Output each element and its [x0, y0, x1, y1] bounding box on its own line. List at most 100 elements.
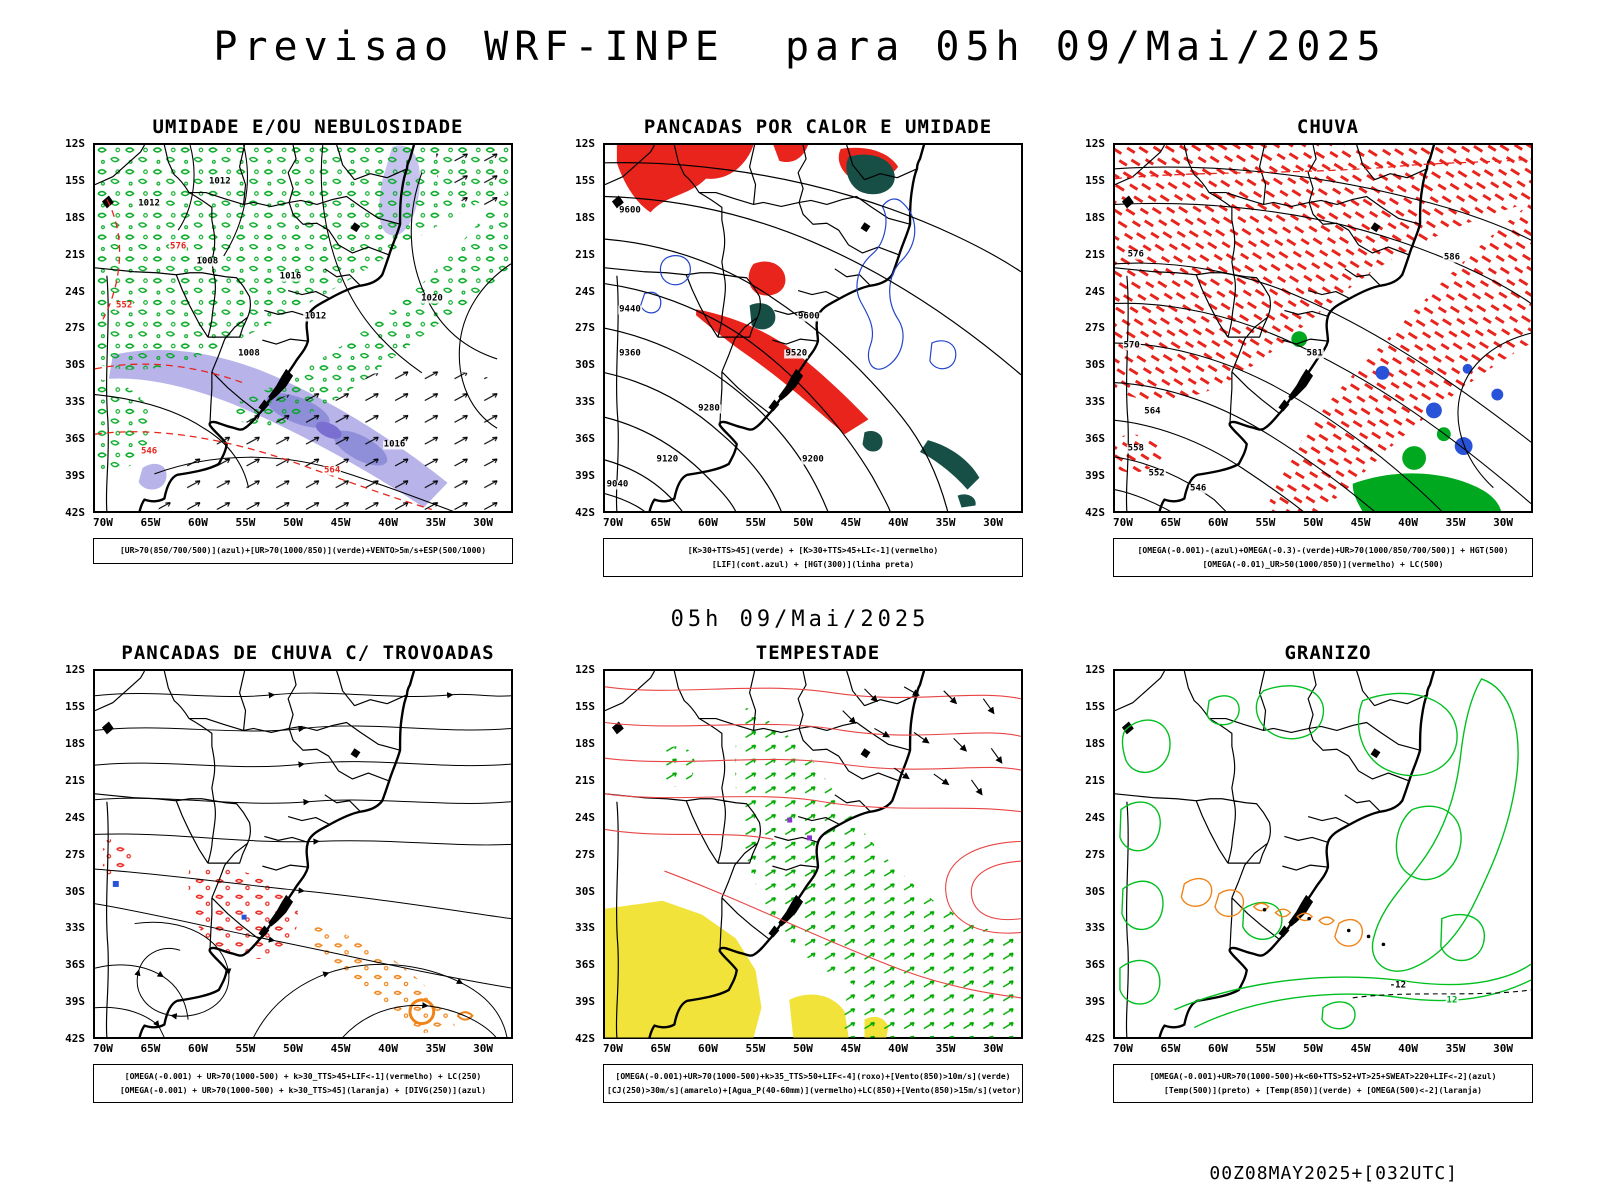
- lat-tick-label: 15S: [65, 700, 85, 714]
- lon-tick-label: 45W: [840, 516, 861, 529]
- lat-tick-label: 15S: [575, 700, 595, 714]
- legend-line: [Temp(500)](preto) + [Temp(850)](verde) …: [1164, 1085, 1482, 1095]
- lat-tick-label: 42S: [65, 505, 85, 519]
- longitude-axis: 70W 65W 60W 55W 50W 45W 40W 35W 30W: [93, 1042, 513, 1055]
- lon-tick-label: 70W: [603, 516, 623, 529]
- rain-blue-areas: [1375, 363, 1504, 456]
- contour-value-label: 1012: [303, 311, 328, 322]
- lat-tick-label: 24S: [65, 284, 85, 298]
- contour-value-label: 9600: [796, 311, 821, 322]
- contour-value-label: 576: [169, 241, 188, 252]
- lat-tick-label: 18S: [65, 736, 85, 750]
- latitude-axis: 12S 15S 18S 21S 24S 27S 30S 33S 36S 39S 42S: [1079, 138, 1109, 518]
- lat-tick-label: 15S: [65, 173, 85, 187]
- panel-granizo: GRANIZO: [1077, 642, 1543, 1104]
- panel-title-trovoadas: PANCADAS DE CHUVA C/ TROVOADAS: [121, 642, 495, 665]
- lon-tick-label: 70W: [1113, 516, 1133, 529]
- longitude-axis: 70W 65W 60W 55W 50W 45W 40W 35W 30W: [1113, 516, 1533, 529]
- lat-tick-label: 33S: [1085, 921, 1105, 935]
- lat-tick-label: 36S: [65, 958, 85, 972]
- lon-tick-label: 65W: [1160, 1042, 1181, 1056]
- lat-tick-label: 30S: [575, 358, 595, 372]
- lat-tick-label: 18S: [1085, 736, 1105, 750]
- lat-tick-label: 24S: [575, 284, 595, 298]
- lat-tick-label: 21S: [1085, 247, 1105, 261]
- lat-tick-label: 36S: [65, 432, 85, 446]
- weather-map-pancadas-calor: 12S 15S 18S 21S 24S 27S 30S 33S 36S 39S 42S 9600 94…: [575, 138, 1023, 518]
- longitude-axis: 70W 65W 60W 55W 50W 45W 40W 35W 30W: [1113, 1042, 1533, 1055]
- panel-title-pancadas-calor: PANCADAS POR CALOR E UMIDADE: [643, 116, 993, 138]
- legend-line: [OMEGA(-0.001)+UR>70(1000-500)+k<60+TTS>…: [1149, 1072, 1497, 1082]
- hgt500-contours: [1115, 166, 1531, 512]
- lat-tick-label: 42S: [65, 1032, 85, 1046]
- lon-tick-label: 40W: [888, 516, 908, 529]
- lif-blue-contours: [640, 198, 957, 370]
- legend-line: [OMEGA(-0.01)_UR>50(1000/850)](vermelho)…: [1202, 559, 1444, 569]
- lon-tick-label: 35W: [425, 516, 446, 529]
- lat-tick-label: 12S: [65, 663, 85, 677]
- lat-tick-label: 21S: [1085, 773, 1105, 787]
- hgt300-contours: [605, 162, 1021, 512]
- lat-tick-label: 27S: [1085, 321, 1105, 335]
- lat-tick-label: 33S: [65, 921, 85, 935]
- model-run-label: 00Z08MAY2025+[032UTC]: [1209, 1163, 1458, 1184]
- lat-tick-label: 18S: [1085, 210, 1105, 224]
- longitude-axis: 70W 65W 60W 55W 50W 45W 40W 35W 30W: [603, 1042, 1023, 1055]
- thunderstorm-red-areas: [102, 839, 298, 960]
- legend-box-granizo: [OMEGA(-0.001)+UR>70(1000-500)+k<60+TTS>…: [1113, 1064, 1533, 1104]
- lat-tick-label: 36S: [575, 432, 595, 446]
- contour-value-label: 586: [1442, 252, 1462, 263]
- top-row: UMIDADE E/OU NEBULOSIDADE: [0, 116, 1600, 578]
- lon-tick-label: 50W: [793, 1042, 813, 1056]
- panel-tempestade: TEMPESTADE: [567, 642, 1033, 1104]
- contour-value-label: 9120: [655, 454, 680, 465]
- lon-tick-label: 50W: [1303, 516, 1323, 529]
- contour-value-label: 1008: [195, 256, 220, 267]
- lon-tick-label: 70W: [603, 1042, 623, 1056]
- contour-value-label: 552: [114, 300, 134, 311]
- lat-tick-label: 12S: [1085, 137, 1105, 150]
- panel-pancadas-calor: PANCADAS POR CALOR E UMIDADE: [567, 116, 1033, 578]
- omega500-orange-contours: [1180, 878, 1363, 947]
- contour-value-label: 9280: [697, 403, 721, 414]
- lon-tick-label: 55W: [1255, 516, 1276, 529]
- legend-line: [OMEGA(-0.001)+UR>70(1000-500)+k>35_TTS>…: [615, 1072, 1011, 1082]
- temp500-black-contour: [1352, 989, 1531, 999]
- latitude-axis: 12S 15S 18S 21S 24S 27S 30S 33S 36S 39S 42S: [59, 664, 89, 1044]
- latitude-axis: 12S 15S 18S 21S 24S 27S 30S 33S 36S 39S 42S: [569, 138, 599, 518]
- lat-tick-label: 18S: [65, 210, 85, 224]
- lat-tick-label: 27S: [65, 321, 85, 335]
- lon-tick-label: 40W: [1398, 516, 1418, 529]
- contour-value-label: 9200: [801, 454, 825, 465]
- lat-tick-label: 39S: [575, 995, 595, 1009]
- lat-tick-label: 24S: [1085, 810, 1105, 824]
- legend-box-tempestade: [OMEGA(-0.001)+UR>70(1000-500)+k>35_TTS>…: [603, 1064, 1023, 1104]
- latitude-axis: 12S 15S 18S 21S 24S 27S 30S 33S 36S 39S 42S: [59, 138, 89, 518]
- lon-tick-label: 45W: [330, 1042, 351, 1056]
- weather-map-chuva: 12S 15S 18S 21S 24S 27S 30S 33S 36S 39S 42S 586 581…: [1085, 138, 1533, 518]
- lat-tick-label: 42S: [575, 505, 595, 519]
- lon-tick-label: 55W: [745, 516, 766, 529]
- lat-tick-label: 12S: [575, 137, 595, 150]
- lat-tick-label: 39S: [1085, 469, 1105, 483]
- lon-tick-label: 70W: [1113, 1042, 1133, 1056]
- legend-box-pancadas-calor: [K>30+TTS>45](verde) + [K>30+TTS>45+LI<-…: [603, 538, 1023, 578]
- map-canvas-tempestade: [605, 671, 1021, 1038]
- lon-tick-label: 45W: [330, 516, 351, 529]
- lat-tick-label: 21S: [65, 773, 85, 787]
- lon-tick-label: 55W: [235, 1042, 256, 1056]
- lat-tick-label: 15S: [1085, 700, 1105, 714]
- panel-umidade: UMIDADE E/OU NEBULOSIDADE: [57, 116, 523, 577]
- lon-tick-label: 40W: [1398, 1042, 1418, 1056]
- map-canvas-pancadas-calor: [605, 145, 1021, 512]
- weather-map-trovoadas: 12S 15S 18S 21S 24S 27S 30S 33S 36S 39S 42S: [65, 664, 513, 1044]
- contour-value-label: 1016: [278, 271, 303, 282]
- lat-tick-label: 12S: [575, 663, 595, 677]
- lat-tick-label: 42S: [1085, 505, 1105, 519]
- lat-tick-label: 21S: [575, 773, 595, 787]
- lat-tick-label: 33S: [1085, 395, 1105, 409]
- contour-value-label: 552: [1147, 468, 1166, 479]
- lat-tick-label: 21S: [65, 247, 85, 261]
- panel-title-tempestade: TEMPESTADE: [755, 642, 881, 665]
- map-canvas-granizo: [1115, 671, 1531, 1038]
